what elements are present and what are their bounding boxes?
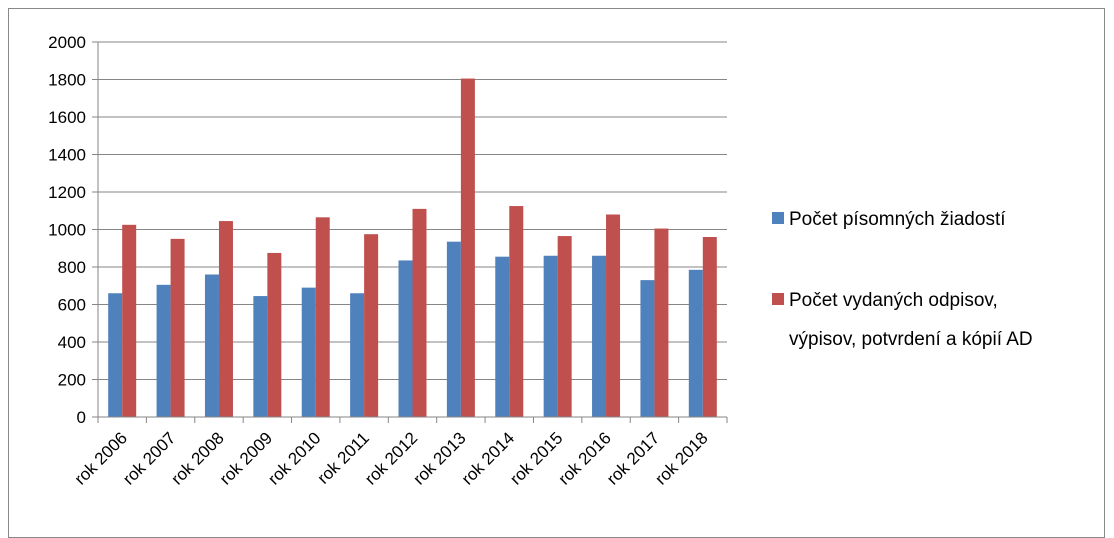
x-tick-label: rok 2010 — [264, 428, 324, 488]
y-tick-label: 1000 — [48, 221, 86, 240]
x-tick-label: rok 2006 — [71, 428, 131, 488]
y-tick-label: 400 — [58, 333, 86, 352]
x-tick-label: rok 2015 — [506, 428, 566, 488]
bar-ziadosti — [688, 269, 703, 417]
bar-ziadosti — [204, 274, 219, 417]
y-tick-label: 1800 — [48, 71, 86, 90]
y-tick-label: 1600 — [48, 108, 86, 127]
bar-odpisy — [557, 236, 572, 417]
x-tick-label: rok 2008 — [168, 428, 228, 488]
y-tick-labels: 0 200 400 600 800 1000 1200 1400 1600 1800 2000 — [48, 33, 86, 427]
y-tick-label: 1400 — [48, 146, 86, 165]
x-tick-label: rok 2009 — [216, 428, 276, 488]
x-tick-label: rok 2013 — [409, 428, 469, 488]
bar-odpisy — [218, 221, 233, 417]
bar-ziadosti — [495, 256, 510, 417]
legend-label: Počet písomných žiadostí — [789, 209, 1006, 230]
bar-ziadosti — [640, 280, 655, 417]
x-tick-label: rok 2016 — [555, 428, 615, 488]
bar-ziadosti — [446, 241, 461, 417]
bar-odpisy — [460, 78, 475, 417]
legend-swatch — [772, 293, 784, 305]
bar-ziadosti — [543, 255, 558, 417]
x-tick-label: rok 2012 — [361, 428, 421, 488]
bar-odpisy — [122, 224, 137, 417]
bar-odpisy — [315, 217, 330, 417]
bar-odpisy — [654, 228, 669, 417]
bar-odpisy — [702, 237, 717, 417]
bar-ziadosti — [592, 255, 607, 417]
axes — [92, 41, 728, 423]
x-tick-label: rok 2017 — [603, 428, 663, 488]
bar-ziadosti — [108, 293, 123, 417]
y-tick-label: 1200 — [48, 183, 86, 202]
legend-label: Počet vydaných odpisov, — [789, 290, 998, 311]
bar-odpisy — [267, 252, 282, 417]
bar-odpisy — [412, 208, 427, 417]
bar-ziadosti — [253, 296, 268, 417]
bar-ziadosti — [156, 284, 171, 417]
bar-ziadosti — [398, 260, 413, 417]
x-tick-label: rok 2007 — [119, 428, 179, 488]
bar-odpisy — [364, 234, 379, 417]
y-tick-label: 2000 — [48, 33, 86, 52]
bar-odpisy — [606, 214, 621, 417]
bar-ziadosti — [350, 293, 365, 417]
y-tick-label: 800 — [58, 258, 86, 277]
bar-ziadosti — [301, 287, 316, 417]
y-tick-label: 0 — [77, 408, 86, 427]
bar-odpisy — [509, 206, 524, 417]
legend: Počet písomných žiadostí Počet vydaných o… — [772, 209, 1033, 350]
bars — [108, 78, 717, 417]
legend-swatch — [772, 212, 784, 224]
y-tick-label: 200 — [58, 371, 86, 390]
legend-label: výpisov, potvrdení a kópií AD — [789, 329, 1033, 350]
gridlines — [98, 41, 727, 380]
x-tick-label: rok 2018 — [651, 428, 711, 488]
x-tick-label: rok 2014 — [458, 428, 518, 488]
y-tick-label: 600 — [58, 296, 86, 315]
bar-odpisy — [170, 238, 185, 417]
